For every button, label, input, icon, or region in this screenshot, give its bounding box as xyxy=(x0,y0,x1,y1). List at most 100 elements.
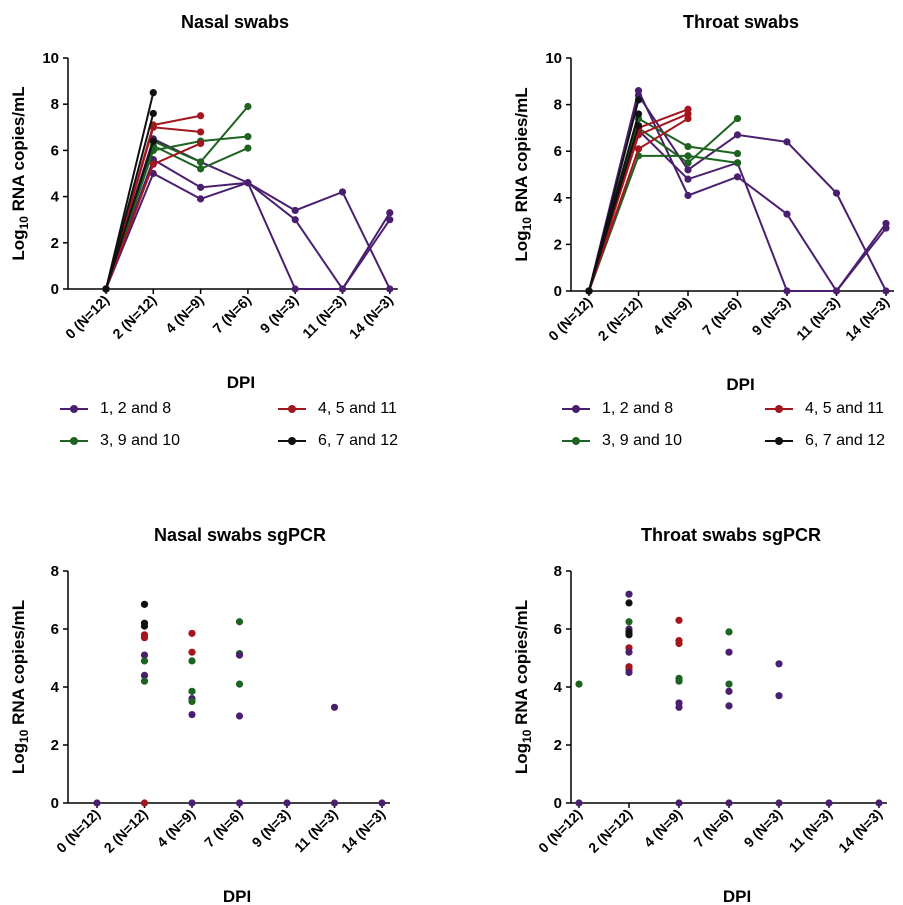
throat-xtick-label: 11 (N=3) xyxy=(793,294,843,344)
nasal-xlabel: DPI xyxy=(227,373,255,392)
nasal-sg-xtick-label: 7 (N=6) xyxy=(201,806,246,851)
legend-symbol xyxy=(562,436,590,446)
nasal-ytick-label: 2 xyxy=(51,235,59,252)
throat-sg-xlabel: DPI xyxy=(723,887,751,905)
throat-data-point xyxy=(832,189,841,197)
throat-data-point xyxy=(832,287,841,295)
throat-sg-data-point xyxy=(725,799,733,807)
nasal-ytick-label: 4 xyxy=(51,189,60,206)
nasal-ytick-label: 10 xyxy=(42,50,59,67)
throat-data-point xyxy=(733,173,742,181)
throat-data-point xyxy=(684,105,692,113)
throat-data-point xyxy=(733,149,742,158)
nasal-sg-data-point xyxy=(235,618,244,626)
throat-data-point xyxy=(634,121,643,130)
nasal-sg-data-point xyxy=(235,651,244,659)
throat-sg-data-point xyxy=(675,639,683,648)
throat-data-point xyxy=(634,145,643,153)
throat-sg-title: Throat swabs sgPCR xyxy=(641,525,821,545)
nasal-data-point xyxy=(197,183,205,191)
throat-xlabel: DPI xyxy=(726,375,754,394)
nasal-data-point xyxy=(386,209,394,217)
nasal-data-point xyxy=(338,285,347,293)
nasal-sg-ytick-label: 4 xyxy=(51,679,60,696)
throat-data-point xyxy=(684,152,692,160)
throat-xtick-label: 7 (N=6) xyxy=(699,294,744,339)
nasal-data-point xyxy=(291,216,299,224)
nasal-data-point xyxy=(386,285,394,293)
nasal-sg-xtick-label: 9 (N=3) xyxy=(249,806,294,851)
throat-data-point xyxy=(882,287,890,295)
nasal-sg-xlabel: DPI xyxy=(223,887,251,905)
throat-sg-ytick-label: 0 xyxy=(554,795,562,812)
nasal-data-point xyxy=(386,216,394,224)
throat-xtick-label: 4 (N=9) xyxy=(650,294,695,339)
throat-sg-data-point xyxy=(725,702,733,710)
throat-sg-xtick-label: 4 (N=9) xyxy=(641,806,686,851)
nasal-data-point xyxy=(338,188,347,196)
nasal-sg-data-point xyxy=(140,677,149,685)
throat-sg-xtick-label: 7 (N=6) xyxy=(691,806,736,851)
nasal-sg-ytick-label: 6 xyxy=(51,621,59,638)
legend-symbol xyxy=(278,404,306,414)
throat-ytick-label: 2 xyxy=(554,236,562,253)
nasal-sg-data-point xyxy=(188,687,196,695)
throat-sg-ylabel: Log10 RNA copies/mL xyxy=(512,600,534,774)
nasal-data-point xyxy=(149,160,157,168)
nasal-xtick-label: 11 (N=3) xyxy=(299,292,349,342)
throat-sg-data-point xyxy=(725,628,733,636)
nasal-sg-data-point xyxy=(140,671,149,680)
nasal-xtick-label: 7 (N=6) xyxy=(209,292,254,337)
nasal-data-point xyxy=(197,195,205,203)
nasal-xtick-label: 0 (N=12) xyxy=(62,292,112,342)
throat-ytick-label: 0 xyxy=(554,283,562,300)
nasal-sg-data-point xyxy=(140,622,149,630)
throat-sg-xtick-label: 14 (N=3) xyxy=(835,806,885,856)
nasal-data-point xyxy=(244,179,252,187)
throat-ylabel: Log10 RNA copies/mL xyxy=(512,87,534,261)
nasal-sg-xtick-label: 4 (N=9) xyxy=(154,806,199,851)
throat-sg-data-point xyxy=(725,648,733,656)
throat-sg-data-point xyxy=(625,648,633,656)
throat-sg-data-point xyxy=(575,799,583,807)
throat-sg-data-point xyxy=(775,660,783,668)
nasal-title: Nasal swabs xyxy=(181,12,289,32)
nasal-sg-xtick-label: 14 (N=3) xyxy=(338,806,388,856)
throat-sg-chart: Throat swabs sgPCR 0 2 4 6 8 0 (N=12) 2 (N=12) 4… xyxy=(512,525,887,905)
throat-sg-data-point xyxy=(675,616,683,624)
throat-data-point xyxy=(684,175,692,183)
throat-data-point xyxy=(634,110,643,118)
throat-data-point xyxy=(882,219,890,228)
throat-xtick-label: 14 (N=3) xyxy=(842,294,892,344)
throat-sg-data-point xyxy=(875,799,883,807)
throat-data-point xyxy=(585,287,593,295)
nasal-sg-data-point xyxy=(188,710,196,719)
legend-symbol xyxy=(765,404,793,414)
nasal-sg-chart: Nasal swabs sgPCR 0 2 4 6 8 0 (N=12)2 (N=12) 4 … xyxy=(9,525,390,905)
throat-sg-data-point xyxy=(575,680,583,688)
nasal-sg-ylabel: Log10 RNA copies/mL xyxy=(9,600,31,774)
nasal-sg-data-point xyxy=(235,799,244,807)
legend-item: 1, 2 and 8 xyxy=(562,400,673,418)
throat-sg-data-point xyxy=(725,680,733,688)
throat-ytick-label: 10 xyxy=(545,50,562,67)
legend-label: 4, 5 and 11 xyxy=(805,400,884,417)
nasal-sg-data-point xyxy=(235,680,244,688)
legend-symbol xyxy=(765,436,793,446)
throat-data-point xyxy=(783,210,791,218)
throat-sg-xtick-label: 9 (N=3) xyxy=(741,806,786,851)
legend-label: 3, 9 and 10 xyxy=(100,432,181,449)
throat-sg-xtick-label: 0 (N=12) xyxy=(535,806,585,856)
nasal-data-point xyxy=(244,132,252,141)
nasal-data-point xyxy=(102,285,110,293)
nasal-ytick-label: 6 xyxy=(51,142,59,159)
nasal-sg-data-point xyxy=(188,697,196,706)
nasal-sg-data-point xyxy=(188,657,196,665)
throat-data-point xyxy=(684,159,692,167)
throat-sg-ytick-label: 6 xyxy=(554,621,562,638)
throat-xtick-label: 9 (N=3) xyxy=(749,294,794,339)
legend-item: 3, 9 and 10 xyxy=(562,432,682,450)
throat-xtick-label: 0 (N=12) xyxy=(545,294,595,344)
throat-data-point xyxy=(783,138,791,146)
